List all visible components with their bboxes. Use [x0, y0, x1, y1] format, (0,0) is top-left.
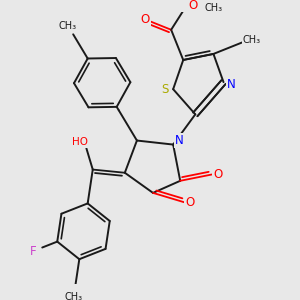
Text: O: O — [213, 168, 223, 181]
Text: O: O — [185, 196, 195, 209]
Text: O: O — [189, 0, 198, 12]
Text: CH₃: CH₃ — [242, 35, 260, 45]
Text: N: N — [175, 134, 184, 147]
Text: F: F — [30, 245, 36, 258]
Text: CH₃: CH₃ — [59, 21, 77, 31]
Text: CH₃: CH₃ — [64, 292, 83, 300]
Text: N: N — [227, 78, 236, 91]
Text: CH₃: CH₃ — [204, 3, 223, 13]
Text: S: S — [161, 83, 169, 96]
Text: O: O — [140, 13, 150, 26]
Text: HO: HO — [72, 137, 88, 147]
